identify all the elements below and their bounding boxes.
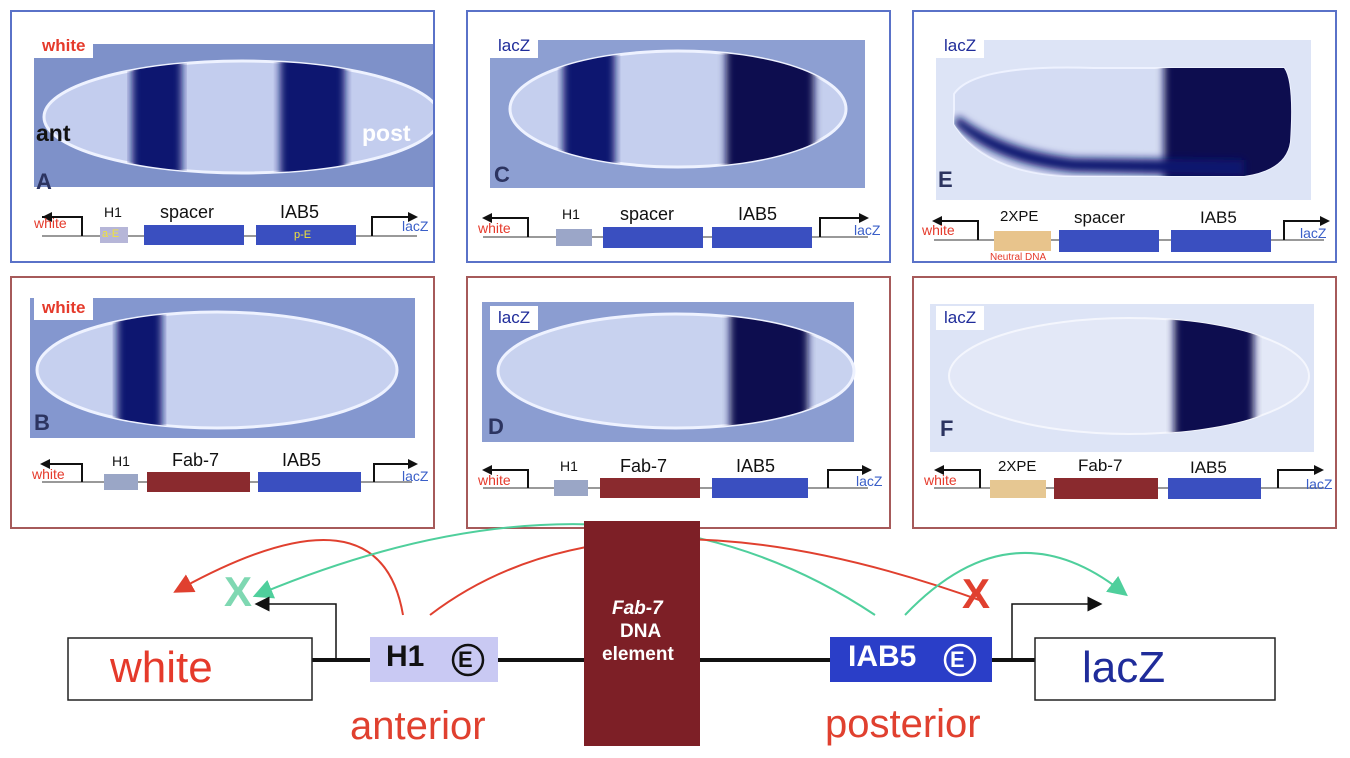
element1-sublabel: a-E	[102, 228, 120, 240]
white-gene-label: white	[110, 643, 213, 692]
panel-letter: A	[36, 169, 52, 194]
posterior-label: posterior	[825, 702, 981, 746]
panel-letter: D	[488, 414, 504, 439]
gene-left-label: white	[32, 466, 65, 482]
element2-label: Fab-7	[1078, 456, 1123, 475]
element3-label: IAB5	[1190, 458, 1227, 477]
h1-enhancer-mark: E	[458, 647, 473, 672]
blocked-x-red: X	[962, 570, 991, 617]
iab5-label: IAB5	[848, 640, 917, 673]
panel-letter: C	[494, 162, 510, 187]
gene-right-label: lacZ	[1300, 225, 1327, 241]
iab5-to-white-blocked-arrow	[252, 523, 876, 616]
reporter-label: lacZ	[490, 306, 539, 330]
embryo-a-image	[34, 44, 433, 245]
blocked-x-green: X	[224, 568, 253, 615]
h1-enhancer-box	[370, 637, 498, 682]
lacz-gene-box	[1034, 637, 1276, 701]
fab7-label-line3: element	[602, 644, 674, 665]
embryo-d-image	[482, 302, 872, 498]
element1-label: H1	[104, 204, 122, 220]
panel-a: white ant post A white H1 a-E spacer IAB…	[10, 10, 435, 263]
reporter-label: lacZ	[936, 34, 985, 58]
element2-label: spacer	[1074, 208, 1126, 227]
embryo-f-image	[930, 304, 1324, 499]
element1-sublabel: Neutral DNA	[990, 252, 1047, 263]
panel-b: white B white H1 Fab-7 IAB5 lacZ	[10, 276, 435, 529]
element1-label: H1	[560, 458, 578, 474]
element3-label: IAB5	[736, 456, 776, 476]
lacz-gene-label: lacZ	[1082, 643, 1166, 692]
h1-label: H1	[386, 640, 425, 673]
gene-right-label: lacZ	[402, 218, 429, 234]
panel-letter: E	[938, 167, 953, 192]
reporter-label: white	[34, 34, 94, 58]
gene-left-label: white	[922, 222, 955, 238]
reporter-label: white	[34, 296, 94, 320]
element1-label: H1	[562, 206, 580, 222]
panel-c: lacZ C white H1 spacer IAB5 lacZ	[466, 10, 891, 263]
panel-f: lacZ F white 2XPE Fab-7 IAB5 lacZ	[912, 276, 1337, 529]
panel-letter: F	[940, 416, 954, 441]
panel-d: lacZ D white H1 Fab-7 IAB5 lacZ	[466, 276, 891, 529]
reporter-label: lacZ	[490, 34, 539, 58]
fab7-element-box	[584, 521, 700, 746]
h1-to-white-arrow	[173, 539, 404, 616]
posterior-label: post	[362, 120, 411, 146]
iab5-enhancer-mark: E	[950, 647, 965, 672]
element3-label: IAB5	[738, 204, 778, 224]
iab5-to-lacz-arrow	[904, 552, 1128, 616]
h1-to-lacz-blocked-arrow	[429, 538, 986, 616]
embryo-c-image	[482, 40, 869, 248]
white-gene-box	[67, 637, 313, 701]
gene-left-label: white	[924, 472, 957, 488]
h1-enhancer-circle	[451, 643, 485, 677]
panel-e: lacZ E white 2XPE Neutral DNA spacer IAB…	[912, 10, 1337, 263]
element3-label: IAB5	[1200, 208, 1237, 227]
gene-right-label: lacZ	[1306, 476, 1333, 492]
element1-label: 2XPE	[1000, 208, 1039, 225]
gene-left-label: white	[34, 215, 67, 231]
element2-label: Fab-7	[172, 450, 220, 470]
element3-sublabel: p-E	[294, 229, 312, 241]
reporter-label: lacZ	[936, 306, 985, 330]
anterior-label: ant	[36, 120, 71, 146]
element2-label: spacer	[620, 204, 675, 224]
element3-label: IAB5	[280, 202, 320, 222]
element3-label: IAB5	[282, 450, 322, 470]
element1-label: 2XPE	[998, 458, 1037, 475]
embryo-e-image	[932, 40, 1330, 252]
panel-letter: B	[34, 410, 50, 435]
fab7-label-line2: DNA	[620, 621, 662, 642]
element1-label: H1	[112, 453, 130, 469]
gene-right-label: lacZ	[854, 222, 881, 238]
gene-left-label: white	[478, 220, 511, 236]
embryo-b-image	[30, 298, 418, 492]
gene-right-label: lacZ	[402, 468, 429, 484]
element2-label: spacer	[160, 202, 215, 222]
fab7-label: Fab-7	[612, 598, 663, 619]
gene-right-label: lacZ	[856, 473, 883, 489]
iab5-enhancer-circle	[943, 643, 977, 677]
lacz-promoter-arrow	[1011, 596, 1103, 660]
element2-label: Fab-7	[620, 456, 668, 476]
anterior-label: anterior	[350, 704, 486, 748]
white-promoter-arrow	[254, 596, 337, 660]
gene-left-label: white	[478, 472, 511, 488]
